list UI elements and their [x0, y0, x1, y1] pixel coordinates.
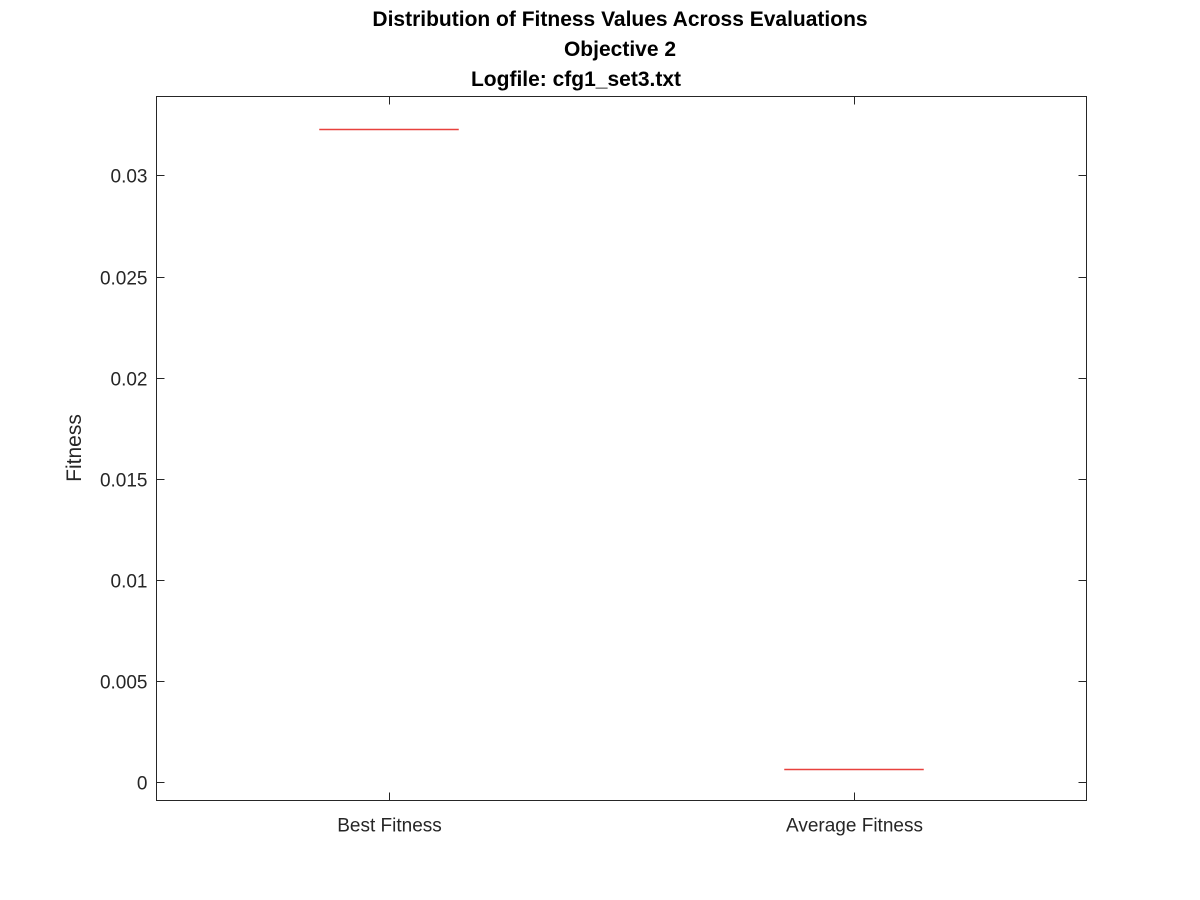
x-tick-label: Average Fitness	[786, 816, 923, 837]
chart-title-line-3: Logfile: cfg1_set3.txt	[471, 68, 681, 91]
y-tick-label: 0.005	[100, 673, 148, 694]
y-tick-label: 0.015	[100, 471, 148, 492]
x-tick-label: Best Fitness	[337, 816, 442, 837]
plot-area	[156, 96, 1087, 801]
y-tick-label: 0.02	[111, 370, 148, 391]
chart-title-line-1: Distribution of Fitness Values Across Ev…	[372, 8, 867, 31]
chart-title-line-2: Objective 2	[564, 38, 676, 61]
y-tick-label: 0.01	[111, 572, 148, 593]
x-axis-ticks: Best Fitness Average Fitness	[337, 96, 923, 837]
y-tick-label: 0.03	[111, 167, 148, 188]
y-tick-label: 0.025	[100, 269, 148, 290]
y-axis-ticks: 0 0.005 0.01 0.015 0.02 0.025 0.03	[100, 167, 1087, 795]
y-axis-label: Fitness	[63, 414, 86, 482]
y-tick-label: 0	[137, 774, 148, 795]
box-medians	[319, 128, 924, 771]
